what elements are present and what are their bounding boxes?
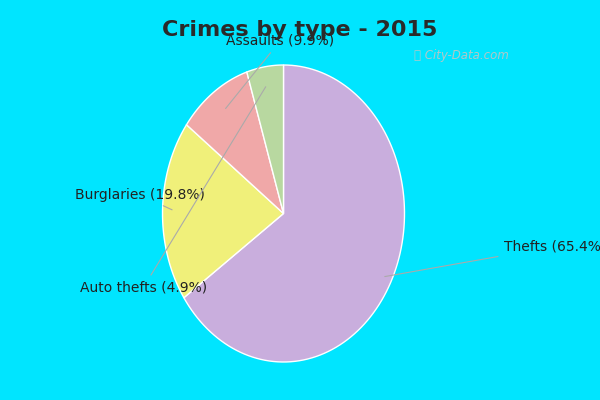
Polygon shape xyxy=(163,125,284,298)
Text: Burglaries (19.8%): Burglaries (19.8%) xyxy=(74,188,205,210)
Text: ⓘ City-Data.com: ⓘ City-Data.com xyxy=(414,48,509,62)
Polygon shape xyxy=(184,65,404,362)
Text: Thefts (65.4%): Thefts (65.4%) xyxy=(385,240,600,276)
Polygon shape xyxy=(187,72,284,214)
Text: Auto thefts (4.9%): Auto thefts (4.9%) xyxy=(80,87,266,294)
Text: Crimes by type - 2015: Crimes by type - 2015 xyxy=(163,20,437,40)
Polygon shape xyxy=(247,65,284,214)
Text: Assaults (9.9%): Assaults (9.9%) xyxy=(226,34,334,108)
